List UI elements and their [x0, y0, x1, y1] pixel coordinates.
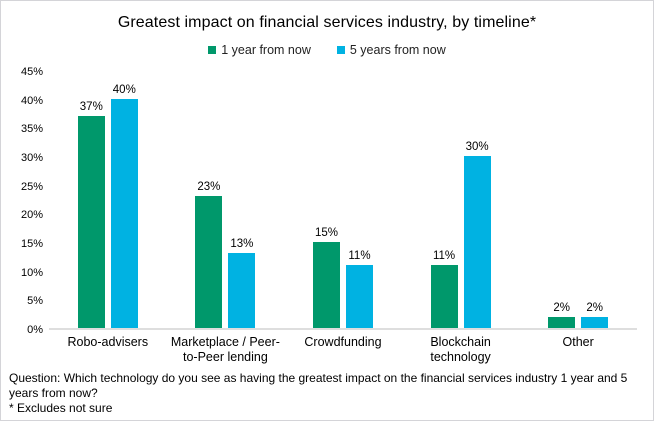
bar-value-label: 23% [197, 181, 221, 194]
bar-value-label: 40% [112, 83, 136, 96]
legend-label: 5 years from now [349, 43, 446, 57]
y-tick-label: 25% [20, 180, 43, 193]
x-category-label-text: Other [562, 335, 594, 349]
bar-group: 2% 2% [519, 72, 637, 328]
bar-chart: 0% 5% 10% 15% 20% 25% 30% 35% 40% 45% 37% 40% 23% 13… [1, 66, 653, 366]
bar-unit: 15% [312, 227, 340, 328]
bar-5-years [345, 264, 373, 328]
bar-1-year [77, 115, 105, 328]
bar-value-label: 15% [314, 227, 338, 239]
y-tick-label: 35% [20, 123, 43, 136]
y-tick-label: 15% [20, 238, 43, 250]
bar-1-year [195, 196, 223, 328]
y-axis: 0% 5% 10% 15% 20% 25% 30% 35% 40% 45% [9, 66, 49, 336]
footer: Question: Which technology do you see as… [9, 371, 639, 416]
x-category-label-text: Crowdfunding [304, 335, 382, 349]
bar-value-label: 37% [79, 100, 103, 113]
legend-label: 1 year from now [221, 43, 311, 57]
y-tick-label: 10% [20, 266, 43, 279]
legend-swatch-icon [208, 46, 217, 54]
bar-group: 23% 13% [167, 72, 285, 328]
bar-value-label: 2% [586, 301, 603, 314]
question-text: Question: Which technology do you see as… [9, 371, 628, 400]
bar-value-label: 11% [348, 249, 371, 262]
bar-5-years [228, 253, 256, 328]
x-category-label: Other [519, 335, 637, 366]
bar-value-label: 30% [465, 141, 489, 153]
y-tick-label: 40% [20, 94, 43, 107]
x-axis-labels: Robo-advisers Marketplace / Peer-to-Peer … [49, 335, 637, 366]
bar-unit: 30% [463, 141, 491, 328]
legend: 1 year from now 5 years from now [1, 43, 653, 57]
x-category-label: Marketplace / Peer-to-Peer lending [167, 335, 285, 366]
chart-title: Greatest impact on financial services in… [117, 14, 537, 31]
bar-5-years [463, 156, 491, 328]
bar-1-year [312, 242, 340, 328]
bar-5-years [110, 98, 138, 328]
y-tick-label: 0% [27, 324, 43, 336]
bar-unit: 23% [195, 181, 223, 328]
bar-value-label: 11% [432, 249, 456, 262]
footnote-text: * Excludes not sure [9, 401, 113, 415]
y-tick-label: 20% [20, 209, 43, 222]
y-tick-label: 30% [20, 152, 43, 164]
bar-value-label: 2% [553, 301, 570, 314]
bar-unit: 2% [581, 301, 609, 328]
plot-area: 37% 40% 23% 13% 15% 11% 11% 30% 2% 2% [49, 72, 637, 330]
x-category-label-text: Blockchain technology [430, 335, 491, 365]
bar-unit: 11% [430, 249, 458, 328]
bar-group: 37% 40% [49, 72, 167, 328]
legend-item-5-years: 5 years from now [336, 43, 446, 57]
bar-group: 15% 11% [284, 72, 402, 328]
plot-wrap: 37% 40% 23% 13% 15% 11% 11% 30% 2% 2% Robo-advise… [49, 72, 637, 366]
bar-unit: 37% [77, 100, 105, 328]
legend-item-1-year: 1 year from now [208, 43, 311, 57]
bar-unit: 40% [110, 83, 138, 328]
x-category-label: Crowdfunding [284, 335, 402, 366]
x-category-label-text: Robo-advisers [67, 335, 149, 349]
bar-unit: 13% [228, 238, 256, 328]
bar-group: 11% 30% [402, 72, 520, 328]
x-category-label-text: Marketplace / Peer-to-Peer lending [170, 335, 280, 365]
x-category-label: Blockchain technology [402, 335, 520, 366]
legend-swatch-icon [336, 46, 345, 54]
y-tick-label: 45% [20, 66, 43, 78]
bar-unit: 2% [548, 301, 576, 328]
bar-5-years [581, 316, 609, 328]
bar-unit: 11% [345, 249, 373, 328]
bar-1-year [430, 264, 458, 328]
bar-value-label: 13% [230, 238, 254, 251]
x-category-label: Robo-advisers [49, 335, 167, 366]
bar-1-year [548, 316, 576, 328]
y-tick-label: 5% [27, 295, 43, 308]
